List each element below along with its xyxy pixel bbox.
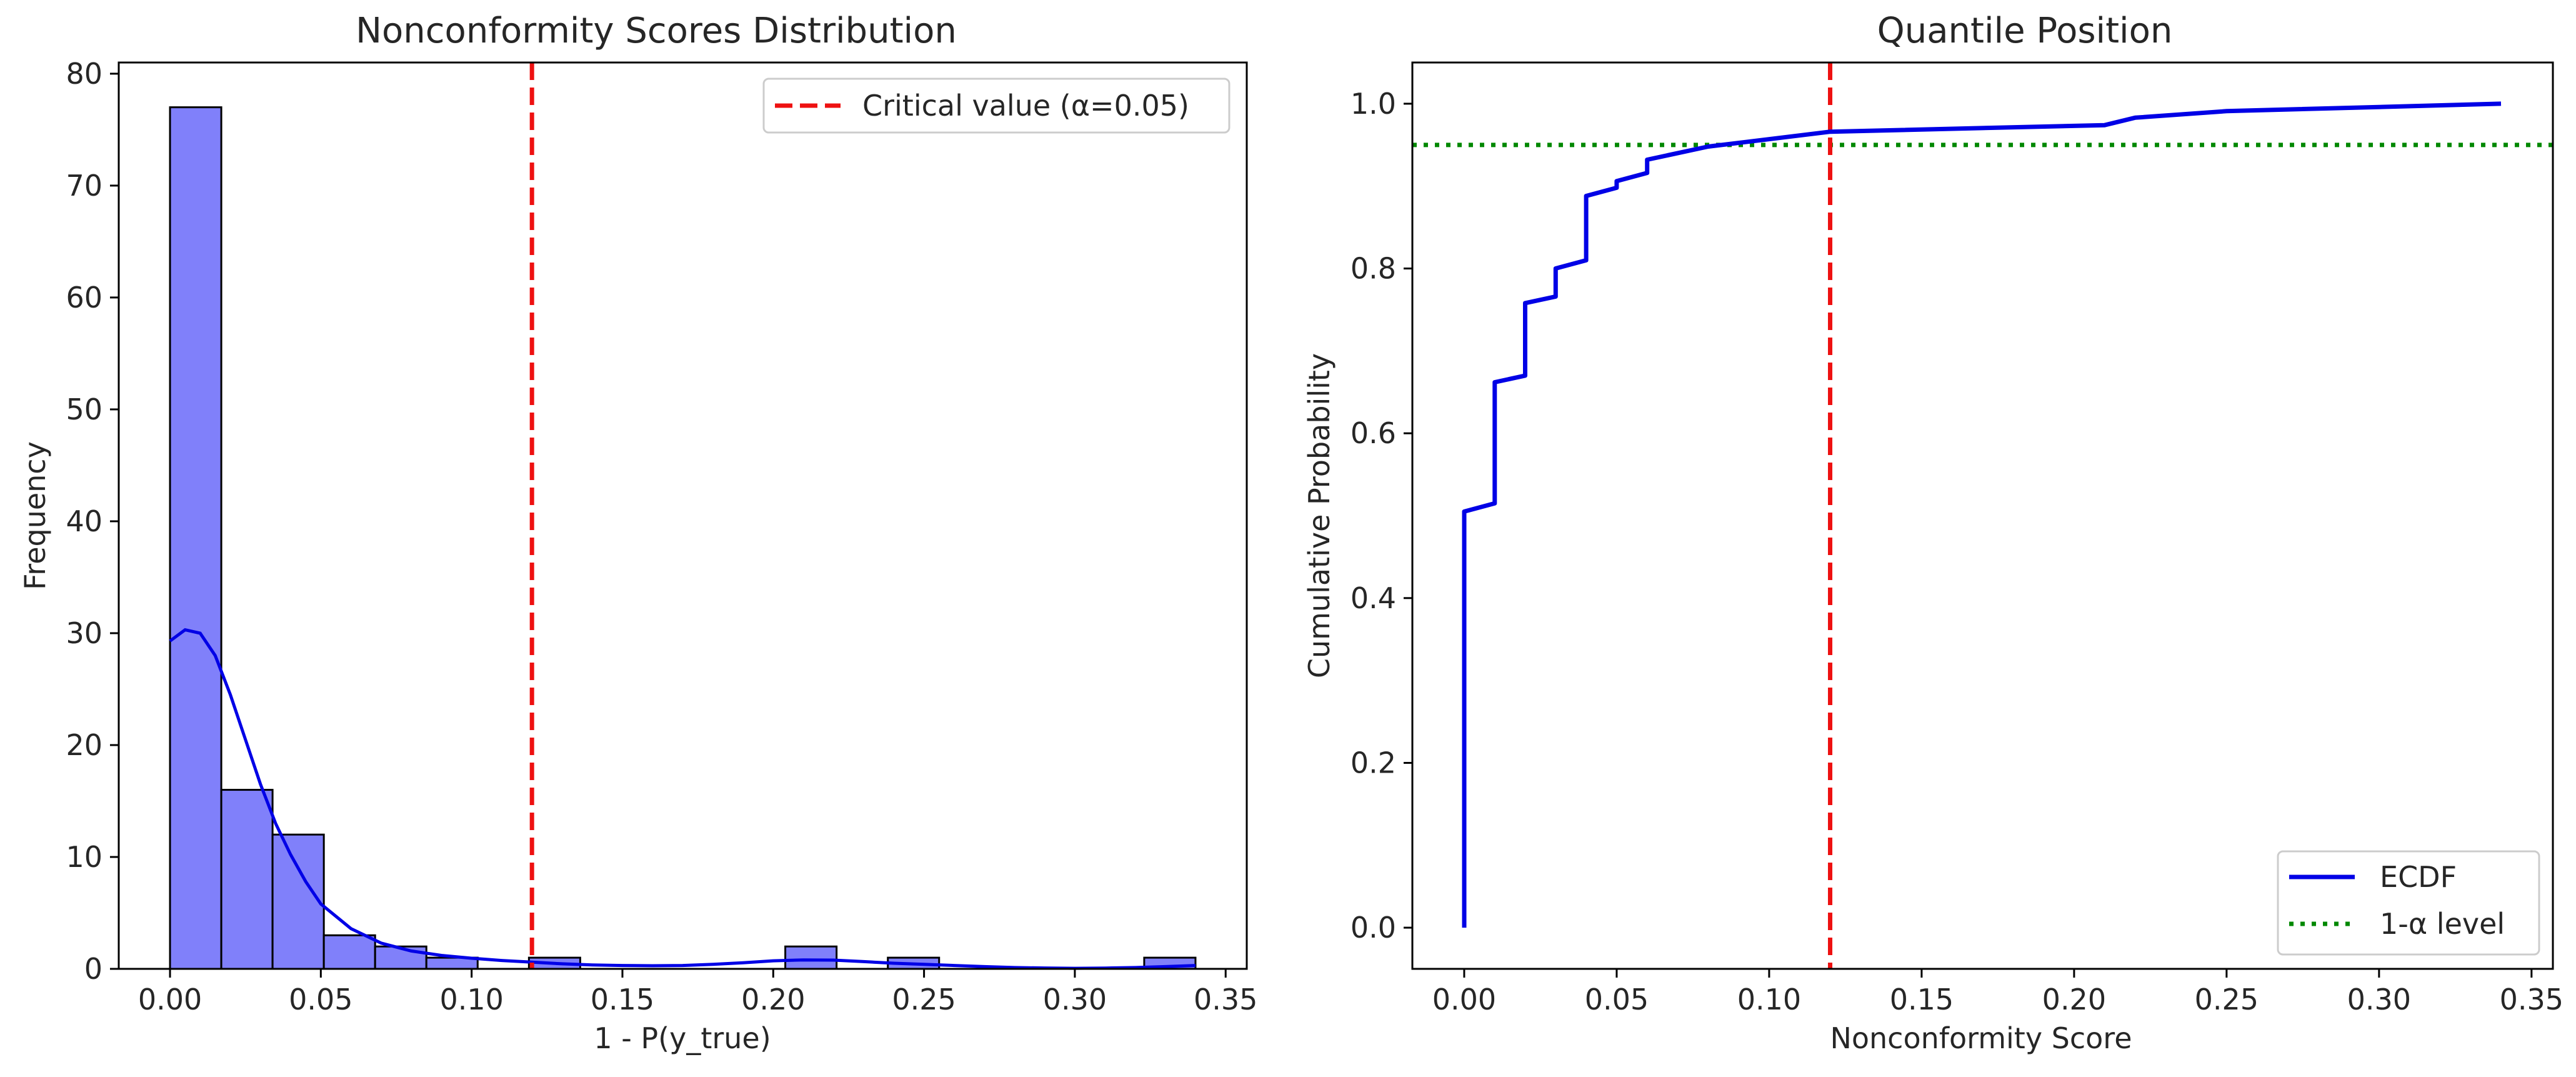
ecdf-legend: ECDF 1-α level bbox=[2277, 850, 2540, 956]
histogram-panel: Nonconformity Scores Distribution 0.00 0.… bbox=[18, 11, 1257, 1055]
ecdf-panel: Quantile Position 0.00 0.05 0.10 0.15 0.20 0.… bbox=[1302, 11, 2564, 1055]
histogram-y-ticks: 0 10 20 30 40 50 60 70 80 bbox=[66, 57, 119, 986]
x-tick-label: 0.15 bbox=[1890, 983, 1954, 1016]
y-tick-label: 40 bbox=[66, 504, 102, 538]
y-tick-label: 60 bbox=[66, 281, 102, 314]
histogram-bar bbox=[271, 833, 325, 970]
histogram-bar bbox=[169, 106, 222, 970]
x-tick-label: 0.20 bbox=[2042, 983, 2106, 1016]
x-tick-label: 0.10 bbox=[439, 983, 503, 1016]
y-tick-label: 1.0 bbox=[1350, 87, 1396, 121]
y-tick-label: 50 bbox=[66, 393, 102, 426]
y-tick-label: 30 bbox=[66, 616, 102, 650]
histogram-axes-frame bbox=[117, 61, 1248, 970]
y-tick-label: 0.8 bbox=[1350, 252, 1396, 286]
y-tick-label: 10 bbox=[66, 840, 102, 874]
legend-level-label: 1-α level bbox=[2380, 907, 2505, 941]
ecdf-x-ticks: 0.00 0.05 0.10 0.15 0.20 0.25 0.30 0.35 bbox=[1432, 969, 2564, 1016]
x-tick-label: 0.25 bbox=[892, 983, 956, 1016]
histogram-bar bbox=[322, 934, 376, 970]
y-tick-label: 70 bbox=[66, 169, 102, 203]
legend-ecdf-label: ECDF bbox=[2380, 860, 2457, 894]
kde-curve bbox=[169, 628, 1196, 970]
histogram-x-ticks: 0.00 0.05 0.10 0.15 0.20 0.25 0.30 0.35 bbox=[138, 969, 1257, 1016]
histogram-x-label: 1 - P(y_true) bbox=[594, 1021, 771, 1055]
histogram-bar bbox=[220, 789, 274, 970]
x-tick-label: 0.30 bbox=[2347, 983, 2411, 1016]
x-tick-label: 0.35 bbox=[2500, 983, 2564, 1016]
histogram-plot-area bbox=[169, 63, 1197, 970]
ecdf-plot-area bbox=[1412, 63, 2553, 969]
ecdf-axes-frame bbox=[1411, 61, 2554, 970]
x-tick-label: 0.00 bbox=[1432, 983, 1496, 1016]
x-tick-label: 0.10 bbox=[1737, 983, 1801, 1016]
y-tick-label: 0.0 bbox=[1350, 911, 1396, 944]
x-tick-label: 0.05 bbox=[289, 983, 352, 1016]
y-tick-label: 0.6 bbox=[1350, 416, 1396, 450]
x-tick-label: 0.30 bbox=[1043, 983, 1107, 1016]
legend-critical-label: Critical value (α=0.05) bbox=[862, 89, 1189, 123]
histogram-bars bbox=[169, 106, 1197, 970]
y-tick-label: 20 bbox=[66, 728, 102, 762]
x-tick-label: 0.25 bbox=[2195, 983, 2259, 1016]
x-tick-label: 0.35 bbox=[1194, 983, 1257, 1016]
ecdf-y-ticks: 0.0 0.2 0.4 0.6 0.8 1.0 bbox=[1350, 87, 1412, 944]
histogram-legend: Critical value (α=0.05) bbox=[762, 78, 1231, 134]
y-tick-label: 80 bbox=[66, 57, 102, 91]
y-tick-label: 0.2 bbox=[1350, 746, 1396, 779]
ecdf-line bbox=[1462, 101, 2502, 928]
x-tick-label: 0.20 bbox=[741, 983, 805, 1016]
histogram-y-label: Frequency bbox=[18, 441, 52, 590]
x-tick-label: 0.00 bbox=[138, 983, 202, 1016]
x-tick-label: 0.15 bbox=[591, 983, 654, 1016]
legend-box bbox=[762, 78, 1231, 134]
histogram-title: Nonconformity Scores Distribution bbox=[356, 11, 957, 51]
y-tick-label: 0 bbox=[84, 952, 102, 986]
histogram-bar bbox=[784, 945, 838, 970]
ecdf-title: Quantile Position bbox=[1877, 11, 2173, 51]
y-tick-label: 0.4 bbox=[1350, 581, 1396, 615]
x-tick-label: 0.05 bbox=[1585, 983, 1649, 1016]
ecdf-y-label: Cumulative Probability bbox=[1302, 353, 1336, 678]
ecdf-x-label: Nonconformity Score bbox=[1830, 1021, 2132, 1055]
